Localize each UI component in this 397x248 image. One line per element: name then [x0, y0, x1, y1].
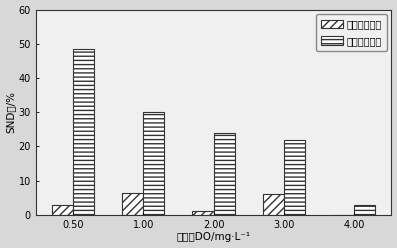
Legend: 投加纤维素前, 投加纤维素后: 投加纤维素前, 投加纤维素后 [316, 14, 387, 51]
Bar [263, 194, 284, 215]
Bar [143, 112, 164, 215]
Bar [193, 211, 214, 215]
Bar [52, 205, 73, 215]
Bar [284, 140, 305, 215]
Bar [214, 133, 235, 215]
Bar [73, 49, 94, 215]
Bar [354, 205, 375, 215]
X-axis label: 溶解氧DO/mg·L⁻¹: 溶解氧DO/mg·L⁻¹ [176, 232, 251, 243]
Y-axis label: SND率/%: SND率/% [6, 91, 15, 133]
Bar [122, 192, 143, 215]
